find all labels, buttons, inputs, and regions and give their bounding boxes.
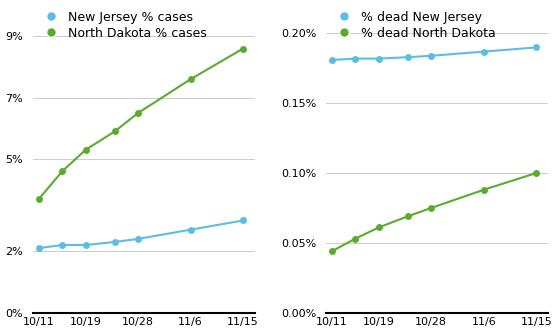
- Legend: New Jersey % cases, North Dakota % cases: New Jersey % cases, North Dakota % cases: [33, 6, 212, 45]
- Legend: % dead New Jersey, % dead North Dakota: % dead New Jersey, % dead North Dakota: [326, 6, 501, 45]
